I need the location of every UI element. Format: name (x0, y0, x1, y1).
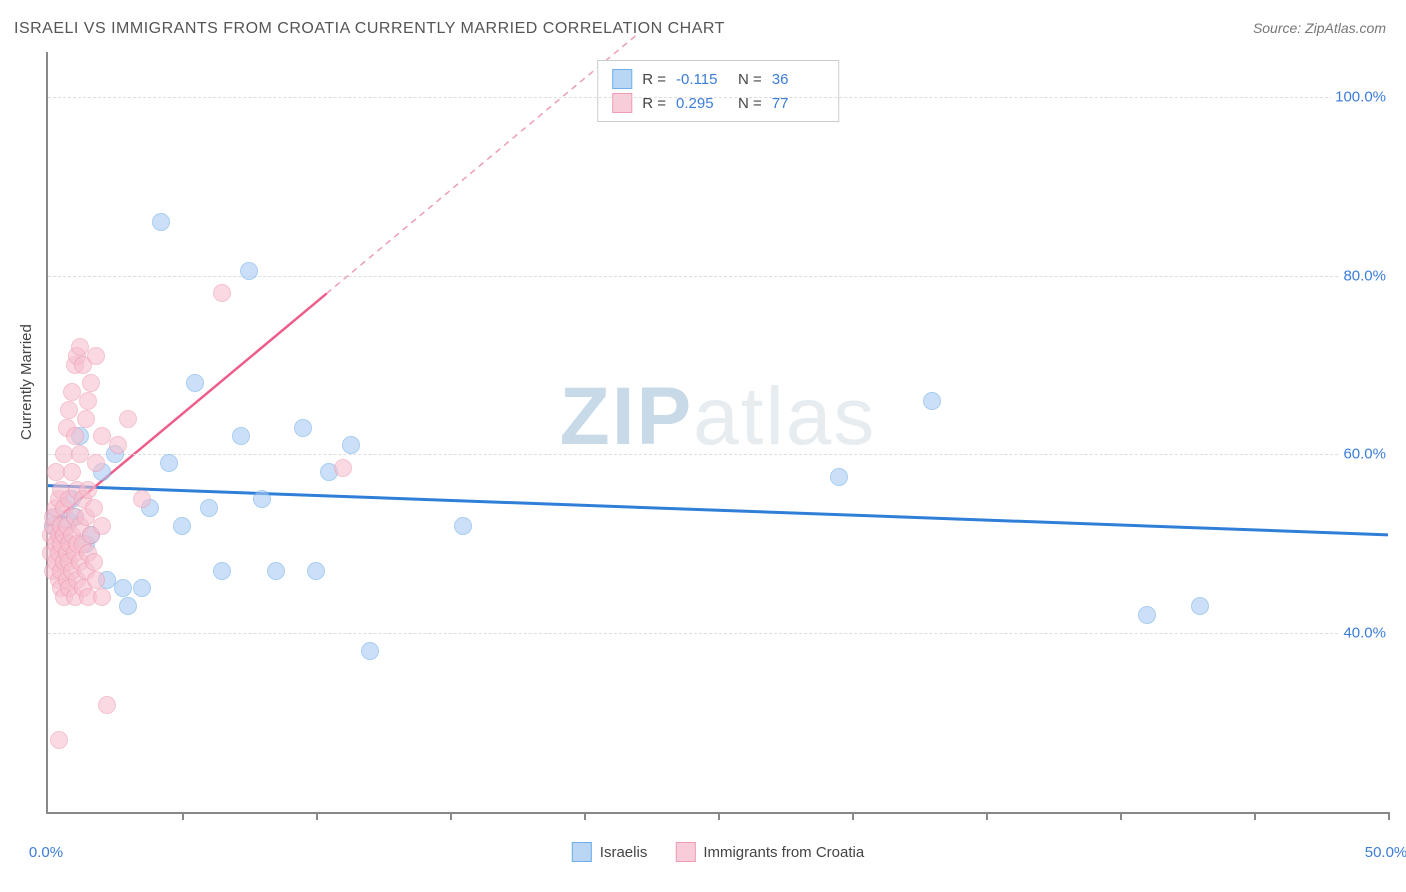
y-tick-label: 40.0% (1339, 625, 1390, 642)
data-point (79, 481, 97, 499)
data-point (152, 213, 170, 231)
data-point (173, 517, 191, 535)
data-point (454, 517, 472, 535)
data-point (342, 436, 360, 454)
r-value-series1: -0.115 (676, 71, 728, 88)
data-point (50, 731, 68, 749)
data-point (87, 347, 105, 365)
x-tick-label: 0.0% (29, 844, 63, 861)
data-point (79, 392, 97, 410)
x-tick (450, 812, 452, 820)
x-tick (986, 812, 988, 820)
n-value-series1: 36 (772, 71, 824, 88)
data-point (93, 588, 111, 606)
x-tick (316, 812, 318, 820)
data-point (85, 499, 103, 517)
x-tick (718, 812, 720, 820)
data-point (213, 284, 231, 302)
data-point (213, 562, 231, 580)
swatch-series1 (612, 69, 632, 89)
y-axis-title: Currently Married (18, 324, 35, 440)
data-point (66, 427, 84, 445)
data-point (63, 463, 81, 481)
data-point (294, 419, 312, 437)
data-point (87, 571, 105, 589)
y-tick-label: 60.0% (1339, 446, 1390, 463)
legend-label-series2: Immigrants from Croatia (703, 844, 864, 861)
gridline (48, 633, 1388, 634)
data-point (85, 553, 103, 571)
legend-swatch-series1 (572, 842, 592, 862)
data-point (232, 427, 250, 445)
data-point (98, 696, 116, 714)
data-point (200, 499, 218, 517)
legend-swatch-series2 (675, 842, 695, 862)
data-point (119, 410, 137, 428)
data-point (77, 410, 95, 428)
data-point (361, 642, 379, 660)
data-point (307, 562, 325, 580)
stats-row-series2: R = 0.295 N = 77 (612, 91, 824, 115)
data-point (109, 436, 127, 454)
legend-item-series2: Immigrants from Croatia (675, 842, 864, 862)
data-point (133, 579, 151, 597)
data-point (82, 374, 100, 392)
x-tick (1120, 812, 1122, 820)
gridline (48, 454, 1388, 455)
data-point (93, 517, 111, 535)
correlation-stats-box: R = -0.115 N = 36 R = 0.295 N = 77 (597, 60, 839, 122)
data-point (114, 579, 132, 597)
y-tick-label: 80.0% (1339, 267, 1390, 284)
data-point (160, 454, 178, 472)
data-point (334, 459, 352, 477)
data-point (267, 562, 285, 580)
x-tick-label: 50.0% (1365, 844, 1406, 861)
data-point (923, 392, 941, 410)
legend: Israelis Immigrants from Croatia (572, 842, 864, 862)
x-tick (182, 812, 184, 820)
data-point (253, 490, 271, 508)
stats-row-series1: R = -0.115 N = 36 (612, 67, 824, 91)
data-point (119, 597, 137, 615)
data-point (1191, 597, 1209, 615)
gridline (48, 97, 1388, 98)
r-label: R = (642, 71, 666, 88)
data-point (830, 468, 848, 486)
data-point (240, 262, 258, 280)
data-point (133, 490, 151, 508)
n-label: N = (738, 71, 762, 88)
trend-line (48, 486, 1388, 535)
data-point (1138, 606, 1156, 624)
x-tick (852, 812, 854, 820)
trend-line (327, 34, 638, 293)
y-tick-label: 100.0% (1331, 88, 1390, 105)
x-tick (1388, 812, 1390, 820)
plot-area: ZIPatlas R = -0.115 N = 36 R = 0.295 N =… (46, 52, 1388, 814)
data-point (87, 454, 105, 472)
x-tick (1254, 812, 1256, 820)
legend-item-series1: Israelis (572, 842, 648, 862)
legend-label-series1: Israelis (600, 844, 648, 861)
data-point (186, 374, 204, 392)
source-attribution: Source: ZipAtlas.com (1253, 20, 1386, 36)
x-tick (584, 812, 586, 820)
chart-title: ISRAELI VS IMMIGRANTS FROM CROATIA CURRE… (14, 20, 725, 38)
